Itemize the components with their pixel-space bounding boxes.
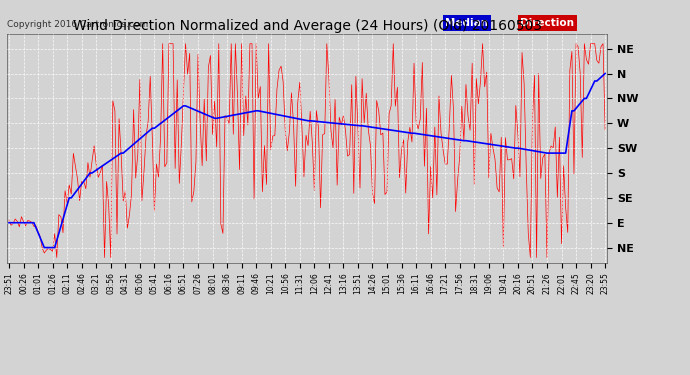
Text: Direction: Direction (520, 18, 574, 28)
Text: Median: Median (445, 18, 489, 28)
Title: Wind Direction Normalized and Average (24 Hours) (Old) 20160503: Wind Direction Normalized and Average (2… (72, 19, 542, 33)
Text: Copyright 2016 Cartronics.com: Copyright 2016 Cartronics.com (7, 20, 148, 29)
